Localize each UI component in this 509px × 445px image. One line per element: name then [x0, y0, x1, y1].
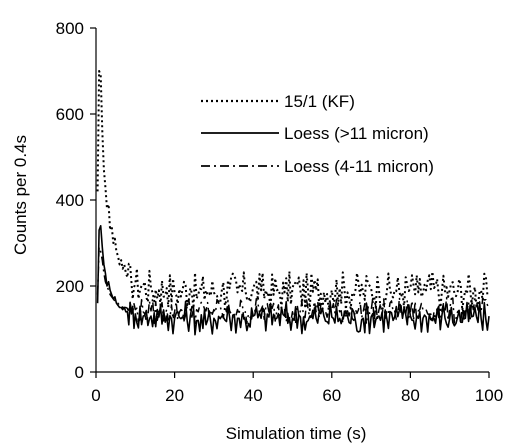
x-tick-label: 60	[322, 386, 341, 405]
y-axis-title: Counts per 0.4s	[11, 135, 30, 255]
y-tick-label: 400	[56, 191, 84, 210]
plot-lines	[96, 70, 490, 336]
series-line-1	[96, 225, 490, 336]
x-axis-title: Simulation time (s)	[226, 424, 367, 443]
axes: 0 200 400 600 800 0 20 40 60 80 100	[56, 19, 504, 405]
legend-label-1: Loess (>11 micron)	[284, 124, 429, 143]
y-tick-label: 200	[56, 277, 84, 296]
x-tick-label: 80	[401, 386, 420, 405]
x-tick-label: 100	[475, 386, 503, 405]
legend: 15/1 (KF) Loess (>11 micron) Loess (4-11 m…	[201, 92, 434, 176]
y-tick-label: 600	[56, 105, 84, 124]
series-line-0	[96, 70, 490, 313]
x-tick-label: 40	[244, 386, 263, 405]
legend-label-0: 15/1 (KF)	[284, 92, 355, 111]
y-tick-label: 800	[56, 19, 84, 38]
x-tick-label: 20	[165, 386, 184, 405]
legend-label-2: Loess (4-11 micron)	[284, 157, 434, 176]
y-tick-label: 0	[75, 363, 84, 382]
x-tick-label: 0	[91, 386, 100, 405]
